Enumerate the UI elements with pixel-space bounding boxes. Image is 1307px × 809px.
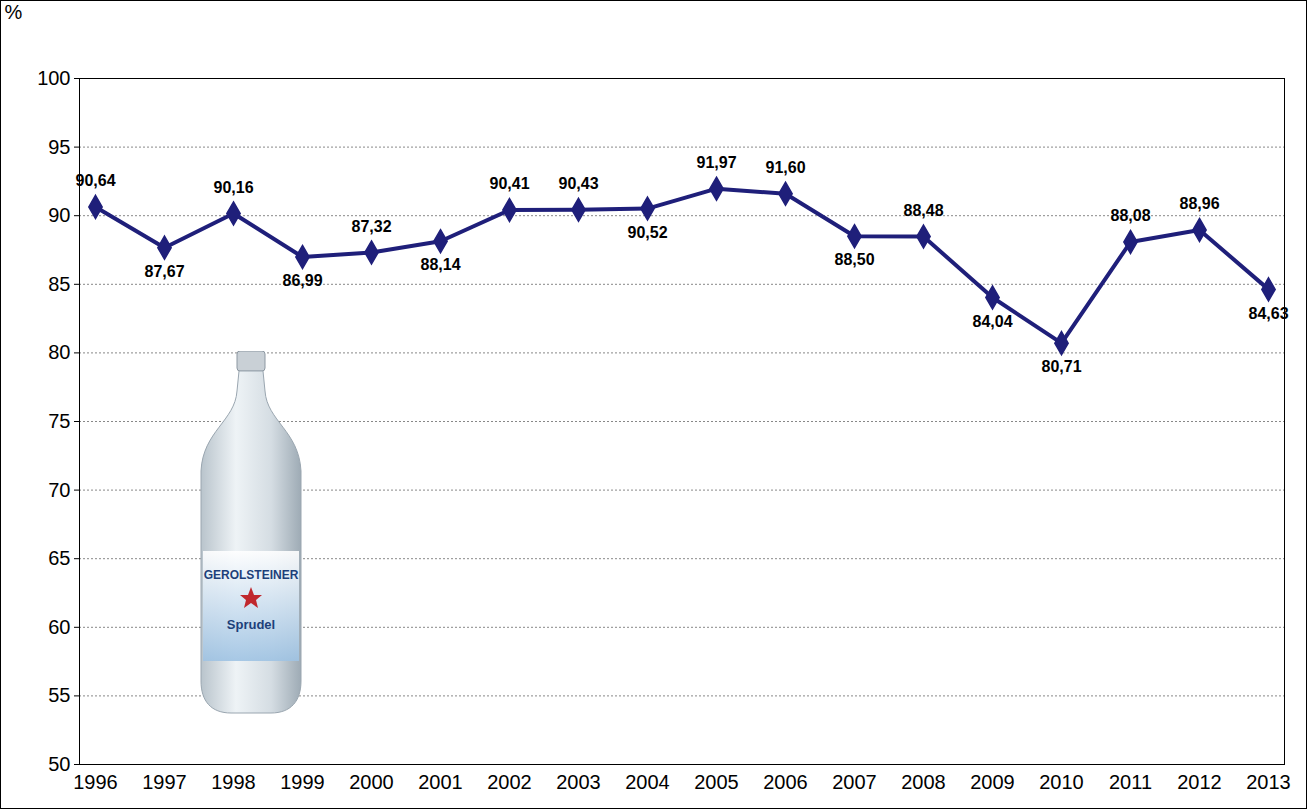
svg-text:55: 55 [48,684,70,706]
svg-text:2013: 2013 [1246,771,1291,793]
svg-text:2005: 2005 [694,771,739,793]
svg-text:90,43: 90,43 [558,175,598,192]
svg-text:95: 95 [48,136,70,158]
svg-text:90,64: 90,64 [75,172,115,189]
svg-text:88,48: 88,48 [903,202,943,219]
svg-text:2006: 2006 [763,771,808,793]
svg-text:2008: 2008 [901,771,946,793]
svg-text:1996: 1996 [73,771,118,793]
svg-text:90,16: 90,16 [213,179,253,196]
svg-text:Sprudel: Sprudel [227,617,275,632]
svg-text:87,32: 87,32 [351,218,391,235]
svg-text:86,99: 86,99 [282,272,322,289]
svg-text:85: 85 [48,273,70,295]
svg-text:50: 50 [48,753,70,775]
svg-text:88,50: 88,50 [834,251,874,268]
svg-text:100: 100 [37,67,70,89]
svg-text:90,52: 90,52 [627,224,667,241]
svg-text:80,71: 80,71 [1041,358,1081,375]
svg-text:90,41: 90,41 [489,175,529,192]
svg-text:90: 90 [48,204,70,226]
svg-text:84,04: 84,04 [972,313,1012,330]
svg-text:80: 80 [48,341,70,363]
svg-text:2002: 2002 [487,771,532,793]
svg-text:65: 65 [48,547,70,569]
svg-text:70: 70 [48,479,70,501]
svg-text:88,08: 88,08 [1110,207,1150,224]
svg-text:2003: 2003 [556,771,601,793]
svg-text:60: 60 [48,616,70,638]
svg-text:%: % [5,1,23,23]
svg-text:1997: 1997 [142,771,187,793]
svg-text:2010: 2010 [1039,771,1084,793]
svg-text:2004: 2004 [625,771,670,793]
svg-text:87,67: 87,67 [144,263,184,280]
svg-text:1999: 1999 [280,771,325,793]
svg-text:91,97: 91,97 [696,154,736,171]
svg-text:91,60: 91,60 [765,159,805,176]
svg-text:2012: 2012 [1177,771,1222,793]
svg-text:2009: 2009 [970,771,1015,793]
svg-text:2000: 2000 [349,771,394,793]
svg-text:88,14: 88,14 [420,256,460,273]
svg-text:2001: 2001 [418,771,463,793]
svg-text:1998: 1998 [211,771,256,793]
svg-text:GEROLSTEINER: GEROLSTEINER [204,568,299,582]
svg-text:75: 75 [48,410,70,432]
svg-text:88,96: 88,96 [1179,195,1219,212]
svg-text:84,63: 84,63 [1248,304,1288,321]
svg-text:2011: 2011 [1109,771,1152,793]
svg-text:2007: 2007 [832,771,877,793]
